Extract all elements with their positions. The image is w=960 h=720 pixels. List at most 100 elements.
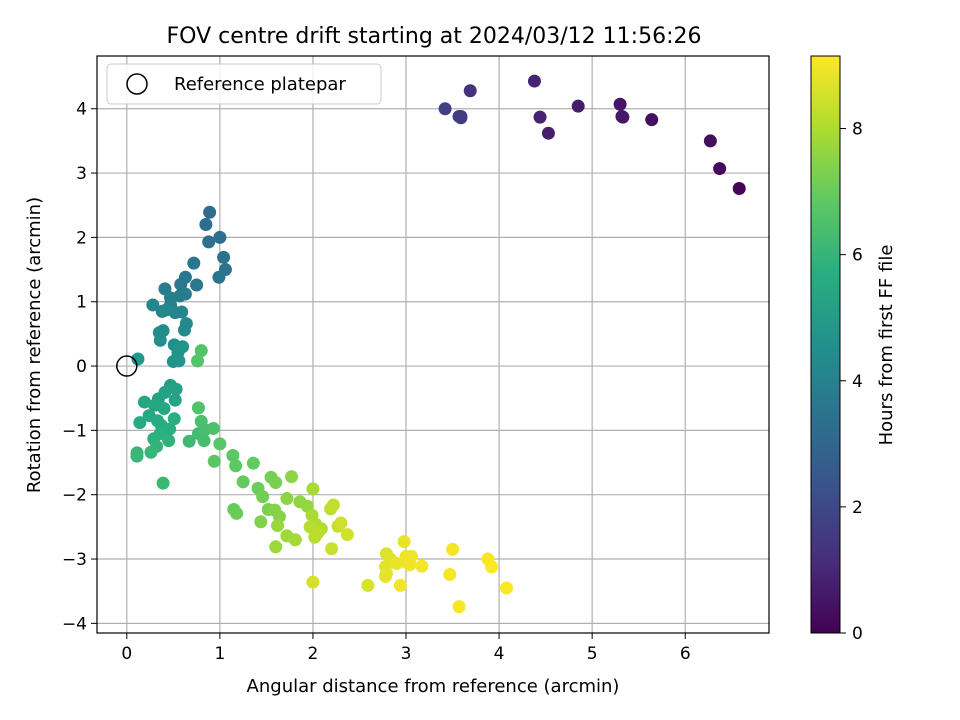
colorbar-tick-label: 8 [852,120,863,140]
data-point [306,482,320,496]
data-point [194,414,208,428]
legend-box [106,63,382,105]
data-point [571,99,585,113]
data-point [403,558,417,572]
data-point [500,581,514,595]
data-point [168,393,182,407]
x-axis-label: Angular distance from reference (arcmin) [247,676,620,697]
data-point [271,519,285,533]
data-point [285,470,299,484]
data-point [159,303,173,317]
data-points [116,74,746,614]
y-tick-label: −3 [62,550,87,570]
data-point [213,230,227,244]
colorbar-label: Hours from first FF file [876,245,897,446]
y-tick-label: 1 [76,293,87,313]
data-point [454,111,468,125]
data-point [438,102,452,116]
data-point [325,542,339,556]
data-point [230,506,244,520]
data-point [217,250,231,264]
data-point [191,401,205,415]
data-point [393,578,407,592]
data-point [137,395,151,409]
data-point [130,449,144,463]
data-point [182,434,196,448]
data-point [415,559,429,573]
data-point [288,533,302,547]
colorbar-gradient [810,55,841,634]
data-point [177,323,191,337]
plot-frame [96,55,770,634]
data-point [202,235,216,249]
data-point [133,416,147,430]
data-point [144,445,158,459]
data-point [169,382,183,396]
data-point [254,515,268,529]
data-point [269,540,283,554]
colorbar-tick-label: 2 [852,498,863,518]
data-point [167,412,181,426]
y-tick-label: −4 [62,614,87,634]
grid-lines [97,56,769,633]
data-point [311,526,325,540]
data-point [153,333,167,347]
colorbar: 0 2 4 6 8 [810,55,863,644]
data-point [176,340,190,354]
data-point [269,475,283,489]
chart-title: FOV centre drift starting at 2024/03/12 … [167,24,702,49]
data-point [361,578,375,592]
legend-entry-reference: Reference platepar [174,74,346,95]
data-point [197,434,211,448]
legend-marker [126,73,148,95]
data-point [187,256,201,270]
data-point [146,298,160,312]
data-point [207,454,221,468]
data-point [172,354,186,368]
data-point [334,516,348,530]
data-point [703,134,717,148]
data-point [246,456,260,470]
y-tick-label: 4 [76,100,87,120]
data-point [226,448,240,462]
data-point [463,84,477,98]
x-tick-label: 4 [494,644,505,664]
data-point [256,490,270,504]
data-point [178,270,192,284]
colorbar-tick-label: 6 [852,246,863,266]
data-point [191,354,205,368]
y-tick-label: −1 [62,421,87,441]
x-tick-label: 0 [121,644,132,664]
x-tick-label: 2 [308,644,319,664]
data-point [156,476,170,490]
data-point [306,575,320,589]
data-point [443,567,457,581]
data-point [541,126,555,140]
data-point [157,402,171,416]
data-point [326,498,340,512]
data-point [194,344,208,358]
data-point [212,270,226,284]
x-tick-label: 1 [214,644,225,664]
data-point [190,278,204,292]
data-point [213,437,227,451]
colorbar-tick-label: 0 [852,624,863,644]
y-tick-label: 2 [76,228,87,248]
x-tick-label: 6 [680,644,691,664]
y-axis-label: Rotation from reference (arcmin) [24,197,45,493]
data-point [446,542,460,556]
data-point [527,74,541,88]
colorbar-tick-label: 4 [852,372,863,392]
data-point [175,305,189,319]
y-tick-label: −2 [62,486,87,506]
x-tick-label: 3 [401,644,412,664]
data-point [616,110,630,124]
data-point [379,569,393,583]
data-point [613,97,627,111]
x-tick-label: 5 [587,644,598,664]
data-point [199,218,213,232]
data-point [203,205,217,219]
data-point [732,182,746,196]
data-point [397,535,411,549]
